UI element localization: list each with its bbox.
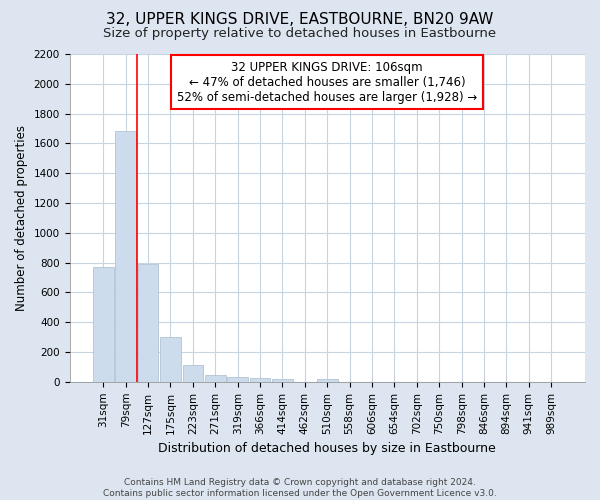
Bar: [250, 378, 271, 382]
X-axis label: Distribution of detached houses by size in Eastbourne: Distribution of detached houses by size …: [158, 442, 496, 455]
Text: Size of property relative to detached houses in Eastbourne: Size of property relative to detached ho…: [103, 28, 497, 40]
Bar: [138, 264, 158, 382]
Y-axis label: Number of detached properties: Number of detached properties: [15, 125, 28, 311]
Bar: [115, 132, 136, 382]
Bar: [205, 375, 226, 382]
Text: Contains HM Land Registry data © Crown copyright and database right 2024.
Contai: Contains HM Land Registry data © Crown c…: [103, 478, 497, 498]
Bar: [93, 267, 113, 382]
Bar: [272, 378, 293, 382]
Text: 32 UPPER KINGS DRIVE: 106sqm
← 47% of detached houses are smaller (1,746)
52% of: 32 UPPER KINGS DRIVE: 106sqm ← 47% of de…: [177, 60, 478, 104]
Bar: [160, 337, 181, 382]
Bar: [182, 366, 203, 382]
Bar: [317, 379, 338, 382]
Bar: [227, 377, 248, 382]
Text: 32, UPPER KINGS DRIVE, EASTBOURNE, BN20 9AW: 32, UPPER KINGS DRIVE, EASTBOURNE, BN20 …: [106, 12, 494, 28]
